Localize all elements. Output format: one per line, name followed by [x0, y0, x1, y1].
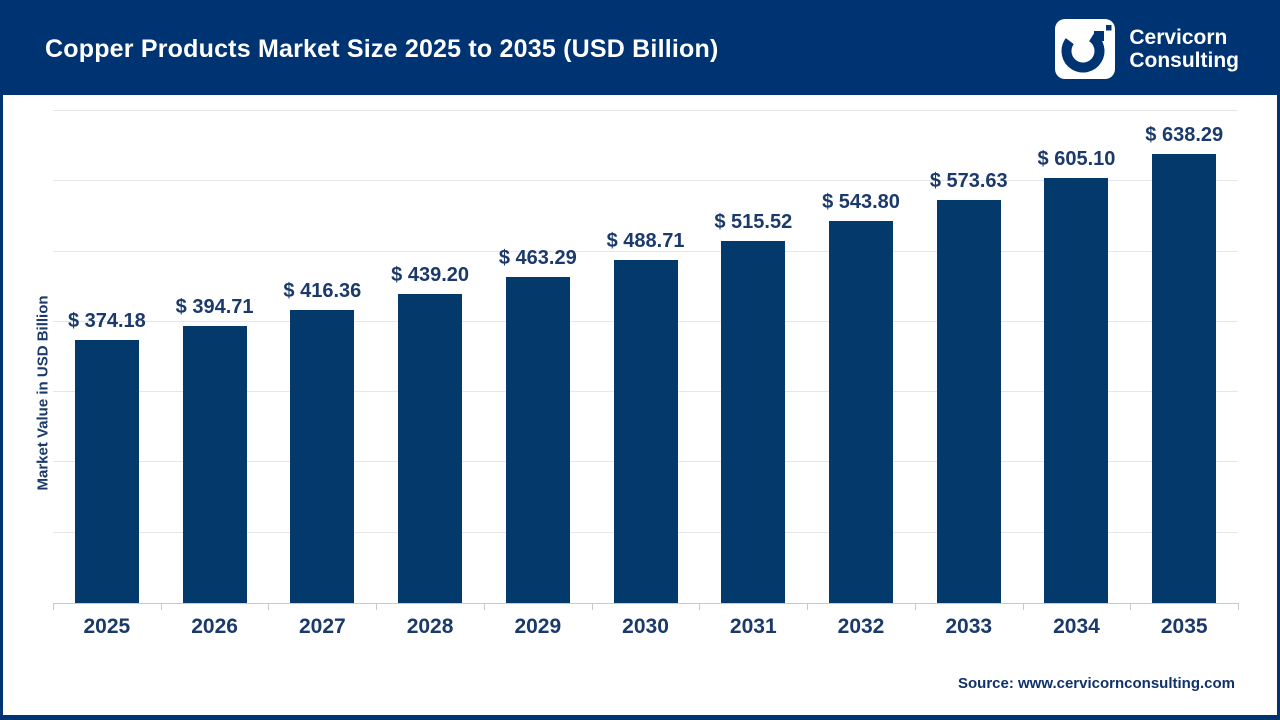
bar [936, 199, 1001, 603]
bar-value-label: $ 605.10 [1037, 147, 1116, 170]
x-axis-tick [268, 603, 270, 610]
bar [1044, 177, 1109, 603]
bar-value-label: $ 543.80 [822, 190, 900, 213]
x-axis-labels: 2025 2026 2027 2028 2029 2030 2031 2032 2033 2034… [53, 615, 1238, 639]
bar-value-label: $ 515.52 [714, 210, 793, 233]
bar [1152, 154, 1217, 603]
bar-group-2035: $ 638.29 [1130, 124, 1238, 603]
x-axis-label-2035: 2035 [1160, 615, 1208, 638]
x-axis-label-2029: 2029 [514, 615, 562, 638]
bar-group-2032: $ 543.80 [807, 191, 915, 603]
bar-value-label: $ 488.71 [606, 229, 685, 252]
bar-group-2026: $ 394.71 [161, 296, 269, 603]
bar-value-label: $ 638.29 [1145, 124, 1224, 147]
x-axis-label-2028: 2028 [406, 615, 454, 638]
x-axis-tick [807, 603, 809, 610]
x-axis-tick [53, 603, 54, 610]
bar-value-label: $ 439.20 [391, 264, 469, 287]
x-axis-label-2030: 2030 [622, 615, 669, 638]
bar [613, 259, 678, 603]
bar-group-2025: $ 374.18 [53, 310, 161, 603]
x-axis-label-2025: 2025 [83, 615, 131, 638]
source-note: Source: www.cervicornconsulting.com [957, 675, 1235, 692]
cervicorn-logo-icon [1055, 19, 1116, 79]
bar [290, 310, 355, 603]
bar [182, 325, 247, 603]
chart-title: Copper Products Market Size 2025 to 2035… [45, 34, 719, 63]
brand-logo: Cervicorn Consulting [1055, 19, 1239, 79]
x-axis-tick [1022, 603, 1024, 610]
x-axis-tick [376, 603, 378, 610]
x-axis-line [53, 603, 1239, 610]
x-axis-tick [483, 603, 485, 610]
gridline [53, 110, 1238, 111]
x-axis-label-2032: 2032 [837, 615, 885, 638]
bar-group-2030: $ 488.71 [592, 229, 700, 603]
x-axis-label-2031: 2031 [729, 615, 777, 638]
x-axis-tick [160, 603, 162, 610]
bar-value-label: $ 416.36 [283, 280, 362, 303]
bar-value-label: $ 374.18 [67, 310, 146, 332]
bar-group-2031: $ 515.52 [699, 211, 807, 603]
bar-series: $ 374.18 $ 394.71 $ 416.36 $ 439.20 $ 463.29… [53, 108, 1238, 603]
bar [505, 277, 570, 603]
brand-name-line2: Consulting [1129, 49, 1239, 72]
y-axis-title: Market Value in USD Billion [34, 295, 52, 491]
x-axis-label-2026: 2026 [191, 615, 238, 638]
plot-area: $ 374.18 $ 394.71 $ 416.36 $ 439.20 $ 463.29… [53, 108, 1238, 603]
bar [398, 294, 463, 603]
bar [829, 220, 893, 603]
x-axis-tick [1238, 603, 1239, 610]
brand-name-line1: Cervicorn [1129, 25, 1228, 49]
bar [74, 340, 139, 603]
bar-group-2029: $ 463.29 [484, 247, 592, 603]
bar-value-label: $ 573.63 [929, 169, 1008, 192]
bar-value-label: $ 463.29 [498, 247, 577, 270]
x-axis-tick [914, 603, 916, 610]
bar [721, 240, 786, 603]
gridline [53, 250, 1238, 252]
x-axis-tick [1130, 603, 1132, 610]
header-bar: Copper Products Market Size 2025 to 2035… [3, 3, 1277, 95]
x-axis-tick [699, 603, 701, 610]
x-axis-tick [591, 603, 593, 610]
bar-group-2033: $ 573.63 [915, 170, 1023, 603]
brand-name: Cervicorn Consulting [1129, 26, 1239, 72]
bar-group-2027: $ 416.36 [268, 280, 376, 603]
bar-value-label: $ 394.71 [175, 295, 254, 318]
x-axis-label-2033: 2033 [945, 615, 993, 638]
x-axis-label-2034: 2034 [1053, 615, 1100, 638]
x-axis-label-2027: 2027 [298, 615, 346, 638]
bar-group-2028: $ 439.20 [376, 264, 484, 603]
gridline [53, 180, 1238, 182]
bar-group-2034: $ 605.10 [1023, 148, 1131, 603]
